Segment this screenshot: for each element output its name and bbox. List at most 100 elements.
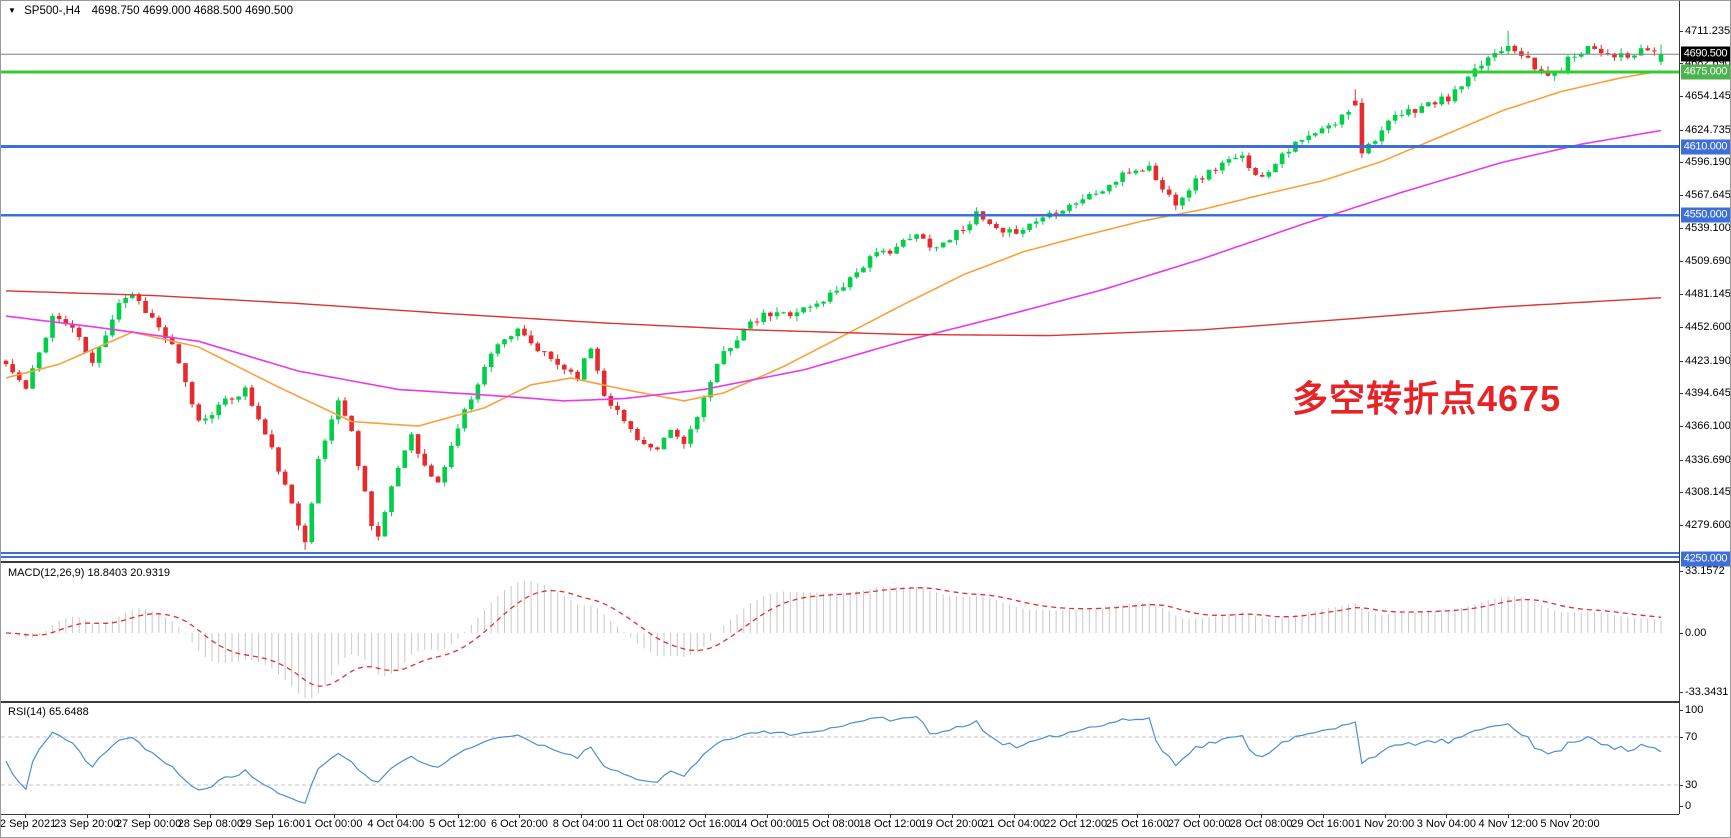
time-axis-tick (766, 814, 768, 818)
candle-body (1053, 212, 1059, 214)
candle-body (229, 398, 235, 400)
fast-ma[interactable] (5, 70, 1662, 427)
main-macd-separator[interactable] (1, 561, 1679, 563)
price-axis-label: 4394.645 (1685, 387, 1731, 400)
candle-body (920, 234, 926, 239)
rsi-indicator-label: RSI(14) 65.6488 (8, 706, 89, 718)
candle-body (1386, 120, 1391, 131)
time-axis-tick (581, 814, 583, 818)
candle-body (1319, 128, 1325, 134)
candle-body (1326, 125, 1331, 129)
candle-body (1000, 228, 1006, 233)
candle-body (1565, 56, 1571, 71)
ohlc-values: 4698.750 4699.000 4688.500 4690.500 (91, 5, 294, 17)
price-axis-label: 4336.690 (1685, 453, 1731, 466)
candle-body (954, 229, 959, 241)
candle-body (1333, 124, 1338, 126)
time-axis-label: 25 Oct 16:00 (1105, 818, 1169, 830)
candle-body (1166, 189, 1172, 195)
candle-body (90, 352, 95, 363)
candle-body (1359, 102, 1365, 154)
time-axis-tick (148, 814, 150, 818)
candle-body (774, 312, 780, 317)
candle-body (316, 458, 321, 504)
candle-body (36, 352, 42, 369)
slow-ma[interactable] (5, 290, 1662, 337)
candle-body (814, 303, 820, 307)
main-chart-panel[interactable] (1, 1, 1679, 561)
candle-body (1492, 53, 1498, 58)
candle-body (787, 312, 793, 317)
axis-tick (1679, 95, 1683, 97)
candle-body (256, 405, 261, 420)
time-axis-tick (952, 814, 953, 818)
candle-body (728, 348, 733, 352)
time-axis-label: 18 Oct 12:00 (858, 818, 922, 830)
macd-signal-line (5, 587, 1662, 687)
candle-body (336, 400, 341, 420)
candle-body (1379, 130, 1385, 142)
mid-ma[interactable] (5, 129, 1662, 402)
candle-body (1625, 53, 1631, 58)
candle-body (994, 223, 999, 229)
rsi-panel[interactable] (1, 703, 1679, 814)
price-axis-label: 4596.190 (1685, 156, 1731, 169)
macd-panel[interactable] (1, 563, 1679, 701)
macd-rsi-separator[interactable] (1, 701, 1679, 703)
candle-body (1113, 181, 1119, 185)
candle-body (1632, 55, 1637, 58)
axis-tick (1679, 129, 1683, 131)
candle-body (1313, 133, 1318, 136)
candle-body (661, 437, 667, 450)
time-axis-tick (828, 814, 830, 818)
candle-body (16, 372, 22, 381)
candle-body (475, 384, 481, 400)
candle-body (595, 348, 600, 371)
candle-body (874, 252, 880, 257)
time-axis[interactable]: 22 Sep 2021 23 Sep 20:00 27 Sep 00:00 28 Se… (1, 814, 1730, 837)
chevron-down-icon[interactable]: ▼ (8, 6, 16, 15)
candle-body (694, 417, 700, 430)
candle-body (342, 400, 348, 416)
candle-body (183, 363, 188, 383)
candle-body (807, 306, 813, 308)
time-axis-label: 29 Sep 16:00 (239, 818, 305, 830)
candle-body (242, 387, 248, 397)
time-axis-label: 23 Sep 20:00 (54, 818, 120, 830)
candle-body (1299, 139, 1305, 142)
candle-body (1107, 184, 1112, 192)
candle-body (721, 351, 727, 365)
candle-body (1366, 143, 1371, 154)
candle-body (934, 247, 939, 249)
candle-body (894, 246, 899, 254)
candle-body (1352, 100, 1358, 106)
candle-body (708, 382, 713, 398)
candle-body (821, 301, 826, 304)
candle-body (1087, 193, 1092, 200)
time-axis-tick (1261, 814, 1262, 818)
candle-body (30, 368, 35, 389)
time-axis-label: 3 Nov 04:00 (1416, 818, 1477, 830)
candle-body (887, 250, 893, 254)
candle-body (289, 484, 295, 504)
candle-body (1578, 53, 1584, 57)
candle-body (56, 315, 62, 320)
price-axis-label: 4509.690 (1685, 255, 1731, 268)
candle-body (1525, 55, 1531, 58)
candle-body (1213, 169, 1218, 171)
candle-body (781, 312, 786, 314)
time-axis-tick (643, 814, 644, 818)
candle-body (1279, 153, 1285, 165)
time-axis-tick (1508, 814, 1510, 818)
time-axis-tick (704, 814, 706, 818)
time-axis-label: 8 Oct 04:00 (552, 818, 610, 830)
candle-body (1013, 229, 1019, 234)
candle-body (409, 434, 414, 451)
candle-body (189, 382, 195, 405)
candle-body (854, 272, 860, 278)
price-annotation[interactable]: 多空转折点4675 (1292, 378, 1562, 419)
time-axis-tick (457, 814, 459, 818)
macd-axis-label: 0.00 (1685, 627, 1707, 639)
candle-body (907, 238, 913, 240)
